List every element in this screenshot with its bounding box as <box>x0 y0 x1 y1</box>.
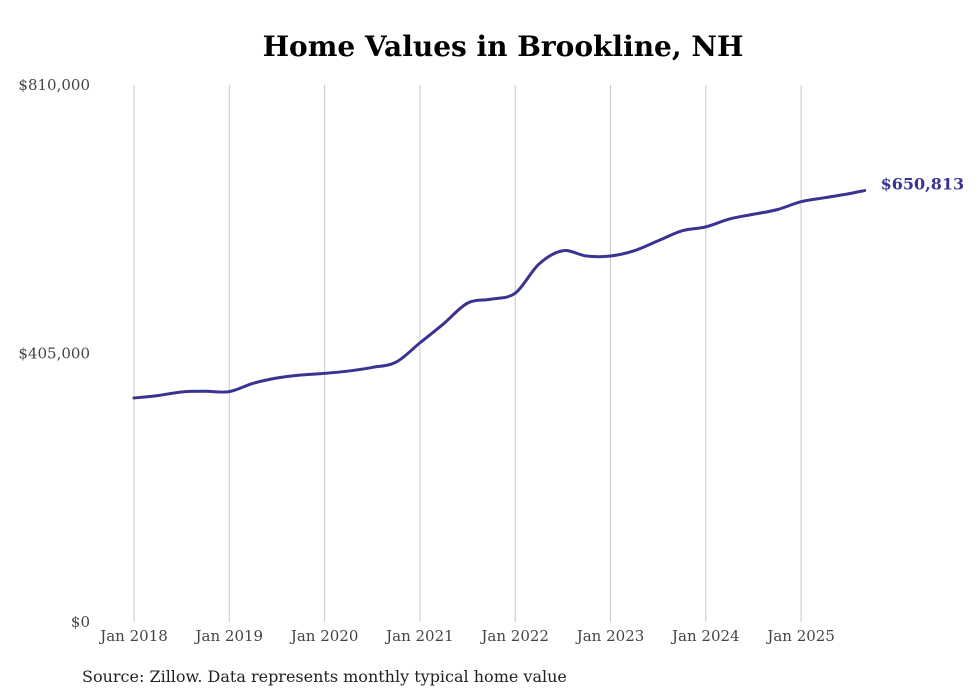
gridlines <box>133 85 802 622</box>
end-value-label: $650,813 <box>881 175 965 194</box>
source-note: Source: Zillow. Data represents monthly … <box>82 667 567 686</box>
series-line <box>132 189 867 400</box>
y-tick-label: $0 <box>71 613 90 631</box>
y-tick-label: $405,000 <box>18 345 90 363</box>
x-tick-label: Jan 2019 <box>194 627 264 645</box>
chart-title: Home Values in Brookline, NH <box>262 30 744 63</box>
x-tick-label: Jan 2025 <box>765 627 835 645</box>
y-axis: $0 $405,000 $810,000 <box>18 76 90 631</box>
x-tick-label: Jan 2024 <box>670 627 740 645</box>
x-tick-label: Jan 2022 <box>479 627 549 645</box>
x-tick-label: Jan 2021 <box>384 627 454 645</box>
x-axis: Jan 2018 Jan 2019 Jan 2020 Jan 2021 Jan 2022… <box>98 627 835 645</box>
x-tick-label: Jan 2023 <box>575 627 645 645</box>
x-tick-label: Jan 2018 <box>98 627 168 645</box>
x-tick-label: Jan 2020 <box>289 627 359 645</box>
y-tick-label: $810,000 <box>18 76 90 94</box>
